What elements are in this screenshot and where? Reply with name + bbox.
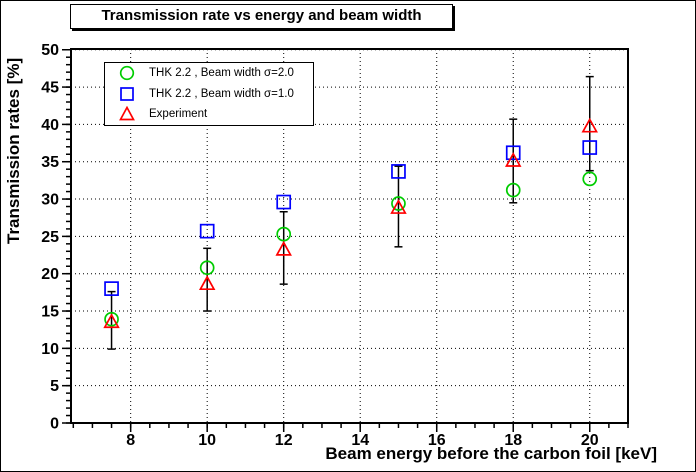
y-tick-label: 15 xyxy=(41,304,59,321)
data-point-square xyxy=(582,140,598,155)
y-axis-title: Transmission rates [%] xyxy=(4,57,23,244)
data-point-circle xyxy=(276,226,292,242)
legend-square-marker-icon xyxy=(105,86,149,102)
data-point-triangle xyxy=(390,199,407,214)
legend-box: THK 2.2 , Beam width σ=2.0 THK 2.2 , Bea… xyxy=(104,62,314,126)
plot-frame xyxy=(70,48,629,424)
x-tick-label: 8 xyxy=(126,432,135,449)
data-point-square xyxy=(505,145,521,161)
x-tick-label: 16 xyxy=(428,432,446,449)
y-tick-label: 20 xyxy=(41,266,59,283)
data-point-square xyxy=(391,164,406,179)
legend-label-experiment: Experiment xyxy=(149,108,208,121)
legend-row-experiment: Experiment xyxy=(105,104,313,125)
data-point-circle xyxy=(199,260,215,276)
y-tick-label: 40 xyxy=(41,117,59,134)
x-tick-label: 18 xyxy=(504,432,522,449)
data-point-circle xyxy=(104,311,119,327)
legend-triangle-marker-icon xyxy=(105,106,149,122)
y-tick-label: 50 xyxy=(41,42,59,59)
legend-row-sigma1: THK 2.2 , Beam width σ=1.0 xyxy=(105,84,313,105)
data-point-square xyxy=(199,223,215,239)
legend-circle-marker-icon xyxy=(105,65,149,81)
data-point-circle xyxy=(582,171,598,187)
data-point-triangle xyxy=(275,240,292,256)
x-tick-label: 14 xyxy=(351,432,369,449)
x-tick-label: 20 xyxy=(581,432,599,449)
x-tick-label: 12 xyxy=(275,432,293,449)
data-point-triangle xyxy=(504,151,522,167)
legend-label-sigma1: THK 2.2 , Beam width σ=1.0 xyxy=(149,87,294,100)
chart-title: Transmission rate vs energy and beam wid… xyxy=(101,7,422,24)
y-tick-label: 5 xyxy=(50,378,59,395)
data-point-square xyxy=(276,194,292,210)
data-point-triangle xyxy=(581,117,598,133)
legend-label-sigma2: THK 2.2 , Beam width σ=2.0 xyxy=(149,67,294,80)
y-tick-label: 0 xyxy=(50,416,59,433)
y-tick-label: 35 xyxy=(41,154,59,171)
data-point-triangle xyxy=(103,313,120,329)
data-point-circle xyxy=(391,196,406,211)
chart-title-box: Transmission rate vs energy and beam wid… xyxy=(70,4,453,29)
y-tick-label: 10 xyxy=(41,341,59,358)
y-tick-label: 30 xyxy=(41,192,59,209)
data-point-triangle xyxy=(198,275,216,291)
y-tick-label: 45 xyxy=(41,80,59,97)
y-tick-label: 25 xyxy=(41,229,59,246)
data-point-circle xyxy=(505,182,521,198)
x-axis-title: Beam energy before the carbon foil [keV] xyxy=(325,444,657,463)
x-tick-label: 10 xyxy=(198,432,216,449)
legend-row-sigma2: THK 2.2 , Beam width σ=2.0 xyxy=(105,63,313,84)
data-point-square xyxy=(104,281,119,296)
